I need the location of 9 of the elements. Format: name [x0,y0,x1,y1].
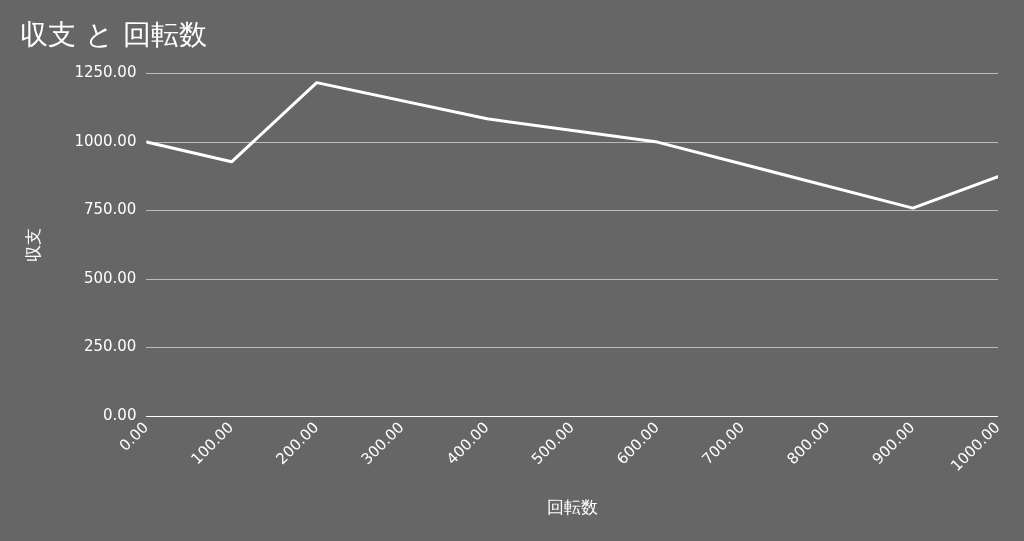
y-axis-title: 収支 [22,227,43,262]
y-tick-label: 1000.00 [74,131,137,150]
chart-title: 収支 と 回転数 [20,18,207,52]
y-tick-label: 750.00 [83,200,137,219]
x-axis-title: 回転数 [546,497,598,518]
y-tick-label: 500.00 [83,268,137,287]
y-tick-label: 0.00 [103,405,137,424]
y-tick-label: 250.00 [83,337,137,356]
y-tick-label: 1250.00 [74,63,137,82]
